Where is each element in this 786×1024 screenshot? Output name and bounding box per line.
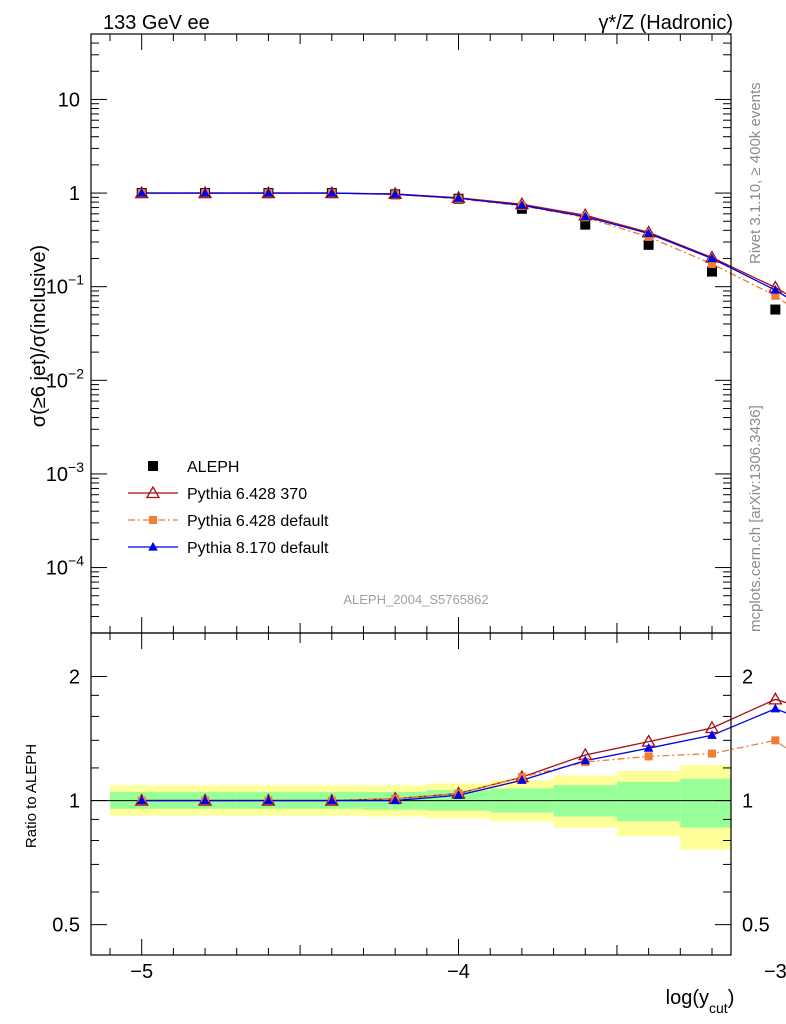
main-series-marker bbox=[136, 187, 147, 197]
main-panel: 10−4 10−3 10−2 10−1 1 10 bbox=[46, 33, 786, 955]
ratio-panel-frame bbox=[90, 632, 732, 956]
ratio-series-marker bbox=[643, 743, 654, 752]
legend: ALEPH Pythia 6.428 370 Pythia 6.428 defaul… bbox=[128, 459, 329, 557]
ratio-series-marker bbox=[770, 703, 781, 713]
ratio-series-marker bbox=[136, 795, 147, 805]
main-series-marker bbox=[326, 187, 337, 197]
main-series-marker bbox=[390, 189, 400, 198]
ratio-y-tick-label-right: 2 bbox=[742, 666, 753, 688]
uncertainty-band-green bbox=[680, 778, 731, 828]
x-axis-label-main: log(y bbox=[666, 987, 709, 1009]
legend-marker bbox=[149, 516, 157, 524]
analysis-watermark: ALEPH_2004_S5765862 bbox=[343, 592, 488, 607]
ratio-y-tick-label: 2 bbox=[69, 666, 80, 688]
x-axis-label-subscript: cut bbox=[709, 1000, 728, 1016]
ratio-series-marker bbox=[263, 795, 274, 805]
x-tick-label: −3 bbox=[764, 961, 786, 983]
main-series-line bbox=[141, 192, 786, 304]
ratio-y-axis-label: Ratio to ALEPH bbox=[23, 744, 40, 848]
ratio-series-marker bbox=[644, 752, 653, 761]
mcplots-reference-label: mcplots.cern.ch [arXiv:1306.3436] bbox=[747, 405, 764, 632]
ratio-series-marker bbox=[453, 790, 464, 799]
legend-marker bbox=[148, 461, 158, 471]
main-data-point bbox=[770, 304, 781, 315]
main-y-tick-exponent: −4 bbox=[68, 553, 84, 569]
main-series-marker bbox=[771, 291, 780, 300]
ratio-series-marker bbox=[771, 736, 780, 745]
ratio-y-tick-label-right: 0.5 bbox=[742, 915, 770, 937]
main-series-marker bbox=[517, 200, 527, 209]
main-series-marker bbox=[580, 211, 591, 221]
ratio-panel: 0.5 0.5 1 1 2 2 −5 −4 −3 bbox=[52, 632, 786, 983]
x-axis-label: log(ycut) bbox=[666, 987, 735, 1016]
header-energy-label: 133 GeV ee bbox=[103, 12, 210, 34]
main-series-marker bbox=[707, 253, 717, 263]
legend-label: Pythia 8.170 default bbox=[187, 540, 329, 557]
ratio-y-tick-label-right: 1 bbox=[742, 791, 753, 813]
uncertainty-band-green bbox=[616, 781, 681, 822]
main-y-tick-exponent: −1 bbox=[68, 272, 84, 288]
x-tick-label: −4 bbox=[447, 961, 470, 983]
x-axis-label-close: ) bbox=[728, 987, 735, 1009]
x-tick-label: −5 bbox=[130, 961, 153, 983]
main-series-marker bbox=[200, 187, 210, 197]
ratio-series-marker bbox=[326, 795, 337, 805]
legend-label: ALEPH bbox=[187, 459, 239, 476]
main-data-point bbox=[580, 219, 591, 230]
main-series-marker bbox=[770, 284, 781, 294]
main-series-marker bbox=[643, 228, 654, 238]
main-y-tick-label: 10 bbox=[58, 89, 80, 111]
ratio-series-marker bbox=[517, 775, 527, 784]
ratio-series-marker bbox=[580, 755, 591, 765]
main-data-point bbox=[706, 266, 717, 277]
main-y-tick-label: 1 bbox=[69, 183, 80, 205]
legend-label: Pythia 6.428 default bbox=[187, 513, 329, 530]
ratio-y-tick-label: 1 bbox=[69, 791, 80, 813]
ratio-series-marker bbox=[200, 795, 210, 805]
main-y-tick-label: 10−4 bbox=[46, 553, 84, 580]
legend-marker bbox=[145, 485, 161, 499]
legend-label: Pythia 6.428 370 bbox=[187, 486, 307, 503]
main-y-tick-label: 10−3 bbox=[46, 459, 84, 486]
main-y-axis-label: σ(≥6 jet)/σ(inclusive) bbox=[28, 245, 50, 427]
main-data-point bbox=[643, 239, 654, 250]
main-series-marker bbox=[707, 259, 716, 268]
main-y-tick-exponent: −3 bbox=[68, 459, 84, 475]
header-process-label: γ*/Z (Hadronic) bbox=[599, 12, 733, 34]
legend-marker bbox=[148, 541, 158, 551]
main-series-marker bbox=[453, 193, 464, 202]
ratio-y-tick-label: 0.5 bbox=[52, 915, 80, 937]
main-series-marker bbox=[263, 187, 274, 197]
main-y-tick-exponent: −2 bbox=[68, 365, 84, 381]
main-series-line bbox=[141, 192, 786, 295]
main-y-tick-label: 10−2 bbox=[46, 365, 84, 392]
main-series-line bbox=[141, 192, 786, 298]
main-y-tick-label: 10−1 bbox=[46, 272, 84, 299]
ratio-series-marker bbox=[390, 795, 400, 805]
ratio-series-marker bbox=[707, 730, 717, 739]
ratio-series-marker bbox=[768, 692, 783, 705]
ratio-series-marker bbox=[707, 749, 716, 758]
rivet-version-label: Rivet 3.1.10, ≥ 400k events bbox=[747, 82, 764, 264]
